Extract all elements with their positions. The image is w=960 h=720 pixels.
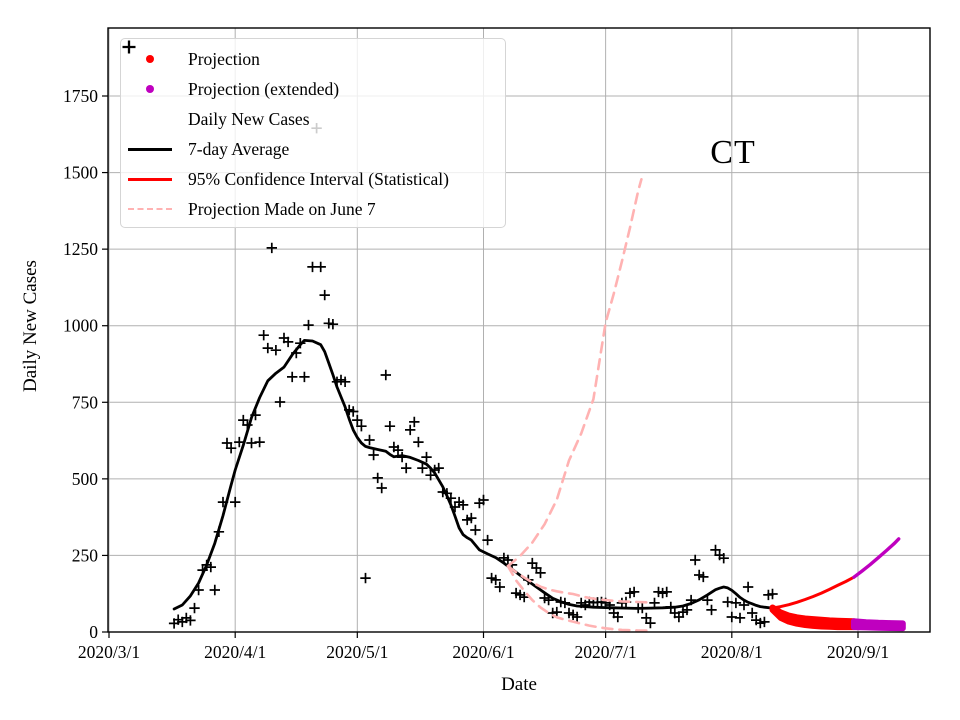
- y-tick-label: 0: [89, 622, 98, 642]
- legend-item-label: 95% Confidence Interval (Statistical): [188, 168, 449, 189]
- legend: Projection Projection (extended) Daily New…: [120, 38, 506, 228]
- legend-item-label: Daily New Cases: [188, 108, 310, 129]
- y-tick-label: 1250: [63, 239, 98, 259]
- legend-item: 7-day Average: [121, 134, 505, 164]
- black-line-icon: [121, 147, 179, 151]
- june7-upper-branch: [506, 178, 643, 568]
- chart-title: CT: [710, 134, 756, 171]
- 95-confidence-interval-extended--line: [852, 537, 901, 579]
- x-tick-label: 2020/5/1: [326, 642, 388, 662]
- axes-spines: [107, 27, 931, 633]
- legend-item: Projection (extended): [121, 74, 505, 104]
- legend-item-label: 7-day Average: [188, 138, 290, 159]
- x-tick-label: 2020/7/1: [575, 642, 637, 662]
- projection-extended-dot-band: [850, 618, 906, 632]
- x-tick-label: 2020/9/1: [827, 642, 889, 662]
- y-axis-label: Daily New Cases: [20, 260, 41, 392]
- legend-item-label: Projection Made on June 7: [188, 198, 376, 219]
- x-tick-label: 2020/4/1: [204, 642, 266, 662]
- 7-day-average-line: [172, 339, 774, 611]
- x-tick-label: 2020/6/1: [452, 642, 514, 662]
- legend-item: Projection Made on June 7: [121, 194, 505, 224]
- red-line-icon: [121, 177, 179, 181]
- pink-dashed-line-icon: [121, 208, 179, 210]
- june7-lower-branch: [506, 564, 648, 632]
- y-tick-label: 1500: [63, 163, 98, 183]
- red-dot-icon: [121, 55, 179, 63]
- x-axis-label: Date: [501, 674, 537, 695]
- magenta-dot-icon: [121, 85, 179, 93]
- x-tick-label: 2020/3/1: [78, 642, 140, 662]
- legend-item: Projection: [121, 44, 505, 74]
- legend-item: 95% Confidence Interval (Statistical): [121, 164, 505, 194]
- projection-june7-dashed: [506, 178, 648, 632]
- tick-marks: [102, 95, 859, 638]
- y-tick-label: 1750: [63, 86, 98, 106]
- tick-labels: 2020/3/1 2020/4/1 2020/5/1 2020/6/1 2020/7/1…: [63, 86, 889, 662]
- legend-item-label: Projection: [188, 48, 260, 69]
- june7-central-branch: [506, 564, 648, 604]
- legend-item: Daily New Cases: [121, 40, 505, 134]
- y-tick-label: 750: [72, 392, 99, 412]
- y-tick-label: 1000: [63, 316, 98, 336]
- x-tick-label: 2020/8/1: [701, 642, 763, 662]
- y-tick-label: 250: [72, 545, 99, 565]
- 95-confidence-interval-statistical--line: [771, 575, 856, 610]
- y-tick-label: 500: [72, 469, 99, 489]
- projection-dot-band: [769, 604, 857, 631]
- legend-item-label: Projection (extended): [188, 78, 340, 99]
